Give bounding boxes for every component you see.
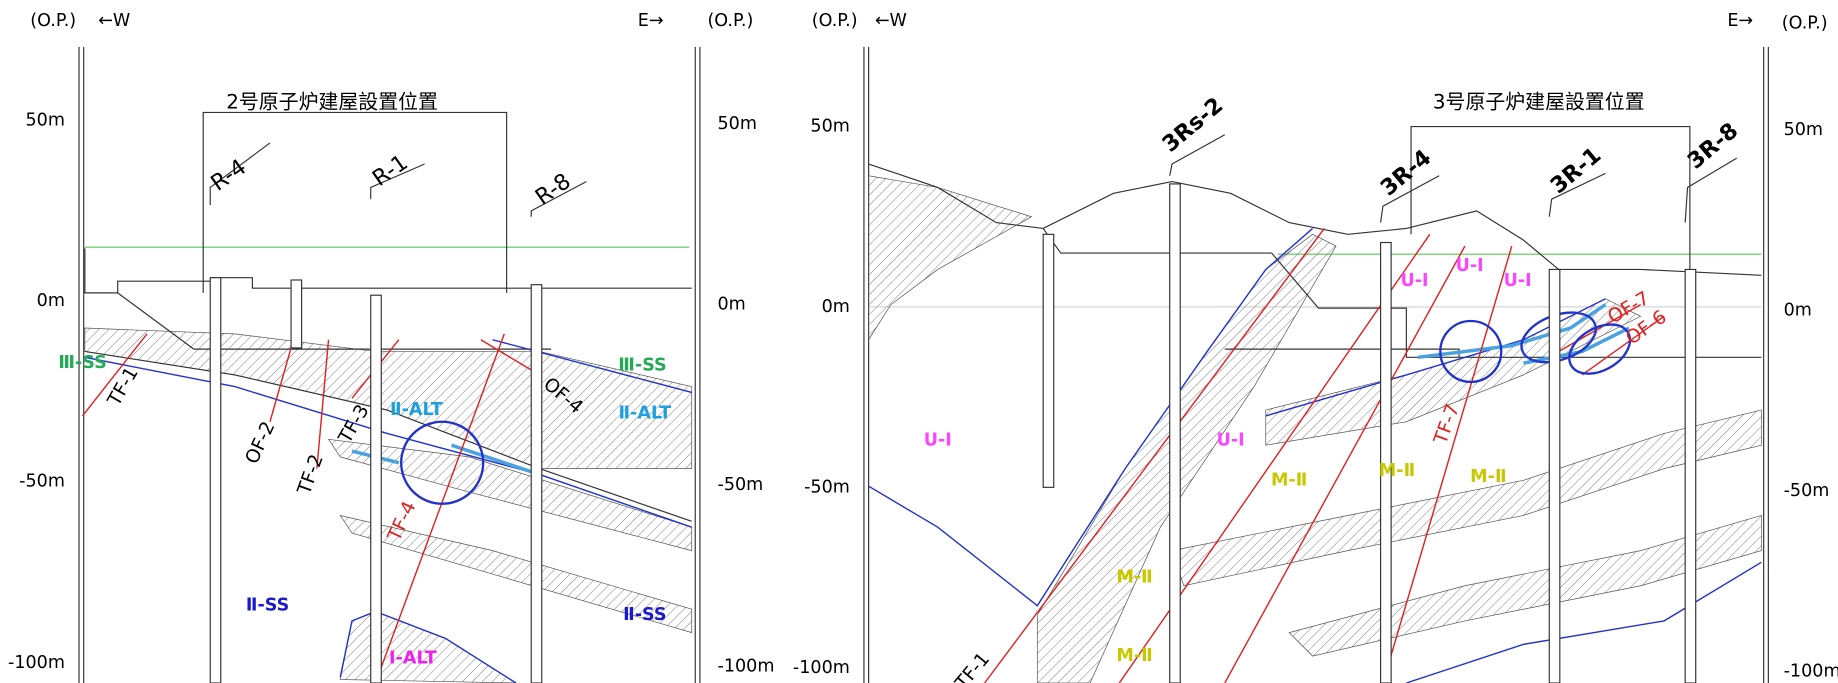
header-label: (O.P.) <box>812 11 858 31</box>
borehole-label: 3R-4 <box>1376 145 1437 202</box>
unit-label: Ⅲ-SS <box>58 353 106 373</box>
header-label: E→ <box>1727 11 1753 31</box>
header-label: (O.P.) <box>30 11 76 31</box>
unit-label: M-Ⅱ <box>1116 568 1152 588</box>
elevation-label: 0m <box>822 297 850 317</box>
unit-label: Ⅰ-ALT <box>389 648 437 668</box>
header-label: E→ <box>638 11 664 31</box>
elevation-label: 50m <box>25 111 64 131</box>
elevation-label: -100m <box>717 657 774 677</box>
elevation-label: -50m <box>1784 481 1830 501</box>
borehole-label: R-8 <box>531 168 576 210</box>
unit-label: U-Ⅰ <box>924 430 952 450</box>
elevation-label: 50m <box>1784 120 1823 140</box>
elevation-label: -100m <box>793 658 850 678</box>
building-label: 3号原子炉建屋設置位置 <box>1433 91 1645 114</box>
unit-label: M-Ⅱ <box>1470 467 1506 487</box>
header-label: ←W <box>875 11 907 31</box>
elevation-label: -100m <box>1784 661 1838 681</box>
elevation-label: 0m <box>37 291 65 311</box>
unit-label: Ⅲ-SS <box>618 356 666 376</box>
elevation-label: 50m <box>810 117 849 137</box>
unit-label: U-Ⅰ <box>1217 430 1245 450</box>
section-3 <box>863 46 1769 683</box>
borehole-label: R-4 <box>206 154 251 196</box>
unit-label: U-Ⅰ <box>1401 271 1429 291</box>
header-label: (O.P.) <box>707 11 753 31</box>
unit-label: M-Ⅱ <box>1379 461 1415 481</box>
fault-label: TF-2 <box>294 452 328 499</box>
section-2 <box>78 46 701 683</box>
fault-label: TF-1 <box>104 364 143 411</box>
unit-label: Ⅱ-SS <box>246 596 289 616</box>
building-label: 2号原子炉建屋設置位置 <box>226 91 438 114</box>
fault-label: OF-2 <box>242 418 280 467</box>
elevation-label: -50m <box>804 477 850 497</box>
unit-label: Ⅱ-ALT <box>390 400 443 420</box>
unit-label: Ⅱ-SS <box>623 605 666 625</box>
header-label: (O.P.) <box>1782 13 1828 33</box>
elevation-label: 0m <box>717 295 745 315</box>
elevation-label: 50m <box>717 114 756 134</box>
unit-label: Ⅱ-ALT <box>619 404 672 424</box>
borehole-label: 3R-1 <box>1546 142 1607 199</box>
header-label: ←W <box>98 11 130 31</box>
unit-label: U-Ⅰ <box>1456 256 1484 276</box>
unit-label: M-Ⅱ <box>1116 646 1152 666</box>
unit-label: U-Ⅰ <box>1504 271 1532 291</box>
borehole-label: 3Rs-2 <box>1157 92 1228 157</box>
unit-label: M-Ⅱ <box>1116 568 1152 588</box>
elevation-label: -50m <box>19 471 65 491</box>
borehole-label: 3R-8 <box>1683 118 1744 175</box>
elevation-label: -50m <box>717 475 763 495</box>
elevation-label: -100m <box>8 653 65 673</box>
elevation-label: 0m <box>1784 300 1812 320</box>
fault-label: TF-3 <box>335 401 374 448</box>
unit-label: M-Ⅱ <box>1271 470 1307 490</box>
